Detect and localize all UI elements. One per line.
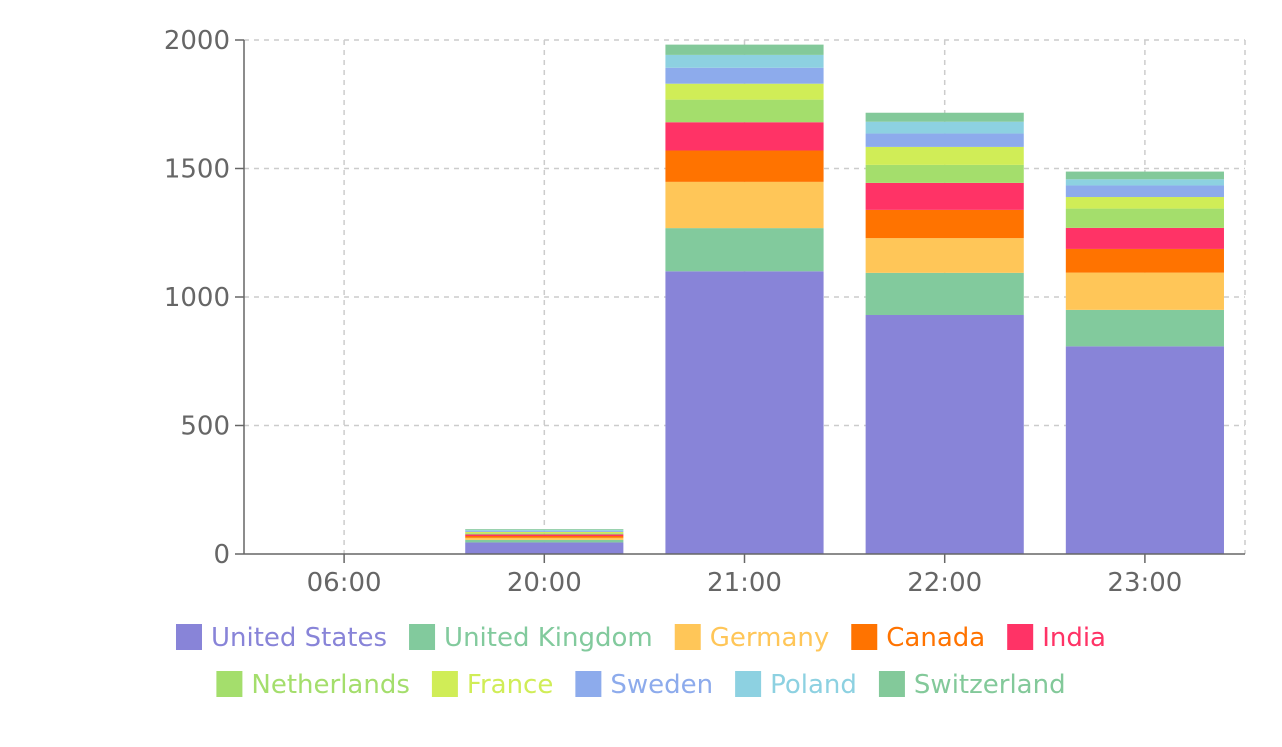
bar-segment[interactable] xyxy=(465,533,624,535)
bar-segment[interactable] xyxy=(465,537,624,540)
bar-segment[interactable] xyxy=(465,539,624,543)
bar-segment[interactable] xyxy=(465,534,624,537)
bar-segment[interactable] xyxy=(1065,248,1224,273)
legend-label: France xyxy=(467,670,553,700)
legend-label: Netherlands xyxy=(251,670,410,700)
bar-segment[interactable] xyxy=(665,122,824,151)
y-tick-label: 500 xyxy=(180,412,230,442)
legend-swatch xyxy=(735,671,762,697)
bar-segment[interactable] xyxy=(865,314,1024,554)
legend-swatch xyxy=(216,671,243,697)
legend-swatch xyxy=(575,671,602,697)
bar-segment[interactable] xyxy=(665,67,824,84)
bar-segment[interactable] xyxy=(1065,179,1224,186)
bar-segment[interactable] xyxy=(1065,171,1224,180)
x-ticks: 06:00 20:00 21:00 22:00 23:00 xyxy=(307,554,1182,598)
bar-segment[interactable] xyxy=(1065,272,1224,310)
legend-item[interactable]: France xyxy=(431,670,553,700)
legend-swatch xyxy=(175,624,202,650)
legend-label: India xyxy=(1042,623,1106,653)
legend-item[interactable]: Sweden xyxy=(575,670,713,700)
y-tick-label: 1000 xyxy=(164,283,230,313)
bar-segment[interactable] xyxy=(1065,197,1224,209)
bar-segment[interactable] xyxy=(465,529,624,531)
legend-label: United States xyxy=(211,623,387,653)
bar-segment[interactable] xyxy=(465,542,624,554)
bar-segment[interactable] xyxy=(665,271,824,554)
bar-segment[interactable] xyxy=(665,83,824,100)
legend: United States United Kingdom Germany Canada… xyxy=(175,623,1106,700)
legend-label: Sweden xyxy=(610,670,713,700)
legend-swatch xyxy=(878,671,905,697)
bar-segment[interactable] xyxy=(665,54,824,68)
legend-item[interactable]: Canada xyxy=(851,623,985,653)
bar-segment[interactable] xyxy=(1065,227,1224,249)
bar-segment[interactable] xyxy=(465,531,624,534)
bar-segment[interactable] xyxy=(465,529,624,530)
bars xyxy=(465,44,1224,554)
legend-label: Canada xyxy=(886,623,985,653)
legend-label: United Kingdom xyxy=(444,623,653,653)
bar-segment[interactable] xyxy=(1065,185,1224,198)
bar-segment[interactable] xyxy=(865,238,1024,273)
legend-item[interactable]: Netherlands xyxy=(216,670,410,700)
legend-item[interactable]: India xyxy=(1007,623,1106,653)
bar-segment[interactable] xyxy=(865,272,1024,315)
bar-segment[interactable] xyxy=(1065,208,1224,228)
bar-segment[interactable] xyxy=(865,164,1024,183)
legend-swatch xyxy=(1007,624,1034,650)
bar-segment[interactable] xyxy=(1065,346,1224,554)
legend-item[interactable]: United Kingdom xyxy=(409,623,653,653)
legend-label: Switzerland xyxy=(914,670,1066,700)
bar-segment[interactable] xyxy=(465,530,624,532)
bar-segment[interactable] xyxy=(465,536,624,538)
x-tick-label: 23:00 xyxy=(1107,568,1182,598)
bar-segment[interactable] xyxy=(665,150,824,182)
y-tick-label: 1500 xyxy=(164,155,230,185)
legend-item[interactable]: Poland xyxy=(735,670,857,700)
legend-swatch xyxy=(851,624,878,650)
x-tick-label: 20:00 xyxy=(507,568,582,598)
bar-segment[interactable] xyxy=(865,182,1024,210)
bar-segment[interactable] xyxy=(865,146,1024,165)
bar-segment[interactable] xyxy=(1065,309,1224,347)
legend-swatch xyxy=(431,671,458,697)
y-tick-label: 0 xyxy=(213,540,230,570)
bar-segment[interactable] xyxy=(865,121,1024,134)
x-tick-label: 22:00 xyxy=(907,568,982,598)
bar-segment[interactable] xyxy=(865,112,1024,122)
legend-item[interactable]: United States xyxy=(175,623,387,653)
legend-item[interactable]: Germany xyxy=(674,623,830,653)
bar-segment[interactable] xyxy=(865,209,1024,239)
legend-label: Poland xyxy=(770,670,857,700)
legend-item[interactable]: Switzerland xyxy=(878,670,1066,700)
x-tick-label: 06:00 xyxy=(307,568,382,598)
legend-swatch xyxy=(674,624,701,650)
bar-segment[interactable] xyxy=(665,99,824,123)
bar-segment[interactable] xyxy=(665,181,824,229)
legend-label: Germany xyxy=(710,623,830,653)
y-ticks: 0 500 1000 1500 2000 xyxy=(164,26,244,570)
legend-swatch xyxy=(409,624,436,650)
y-tick-label: 2000 xyxy=(164,26,230,56)
bar-segment[interactable] xyxy=(665,228,824,272)
bar-segment[interactable] xyxy=(665,44,824,55)
x-tick-label: 21:00 xyxy=(707,568,782,598)
bar-segment[interactable] xyxy=(865,133,1024,147)
